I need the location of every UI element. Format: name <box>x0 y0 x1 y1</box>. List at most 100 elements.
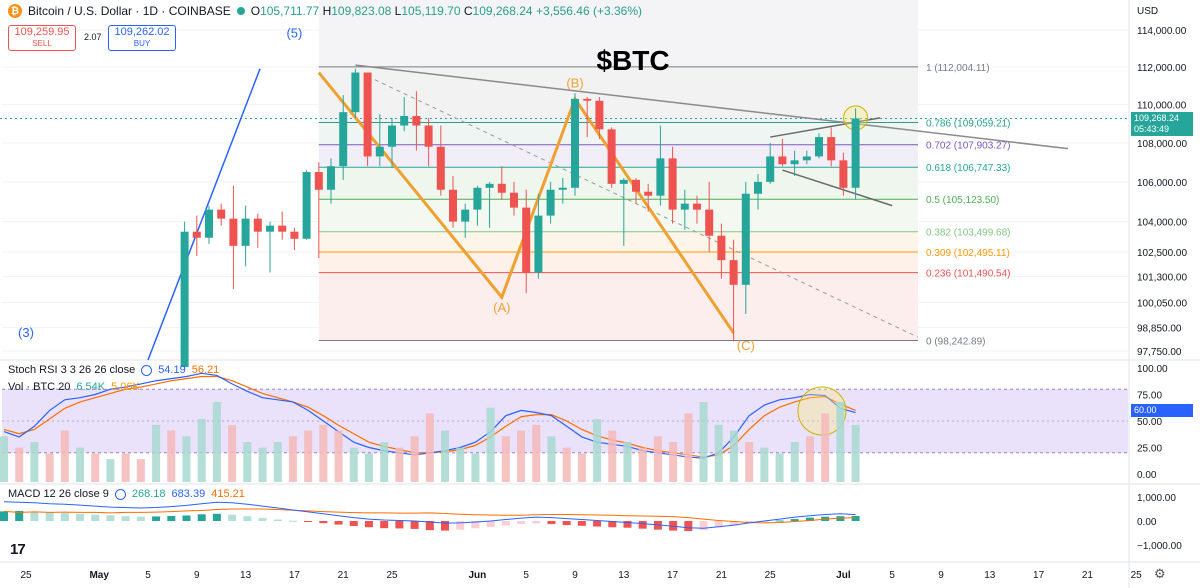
volume-bar <box>638 447 647 482</box>
chart-title: $BTC <box>596 45 669 76</box>
candle-body <box>314 172 323 190</box>
fib-level-label: 1 (112,004.11) <box>926 63 990 74</box>
volume-bar <box>319 424 328 482</box>
wedge-lower-line <box>782 169 893 207</box>
gear-icon[interactable]: ⚙ <box>1154 566 1166 581</box>
macd-tick-label: −1,000.00 <box>1137 541 1182 552</box>
fib-zone <box>318 252 918 273</box>
price-tick-label: 97,750.00 <box>1137 347 1182 358</box>
volume-bar <box>121 453 130 482</box>
wave-label: (B) <box>566 76 583 91</box>
stoch-tick-label: 25.00 <box>1137 444 1162 455</box>
time-tick-label: 21 <box>1082 570 1094 581</box>
stoch-tick-label: 0.00 <box>1137 470 1157 481</box>
candle-body <box>619 179 628 184</box>
volume-bar <box>136 459 145 482</box>
time-tick-label: 5 <box>523 570 529 581</box>
stoch-tick-label: 100.00 <box>1137 364 1168 375</box>
volume-bars <box>0 402 860 482</box>
macd-histogram-bar <box>349 521 358 527</box>
macd-histogram-bar <box>364 521 373 528</box>
dashed-trend-line <box>367 75 919 338</box>
macd-histogram-bar <box>395 521 404 529</box>
stoch-k-value: 54.19 <box>158 364 186 376</box>
buy-price: 109,262.02 <box>114 26 170 38</box>
volume-bar <box>608 430 617 482</box>
tradingview-logo-icon[interactable]: 17 <box>10 541 26 558</box>
wave-label: (5) <box>286 25 302 40</box>
price-tick-label: 108,000.00 <box>1137 139 1187 150</box>
candle-body <box>534 215 543 273</box>
volume-bar <box>167 430 176 482</box>
volume-bar <box>60 430 69 482</box>
fib-level-label: 0.5 (105,123.50) <box>926 195 999 206</box>
macd-line <box>3 501 856 529</box>
volume-bar <box>182 436 191 482</box>
macd-histogram-bar <box>380 521 389 529</box>
time-tick-label: 13 <box>618 570 630 581</box>
volume-bar <box>425 413 434 482</box>
macd-histogram-bar <box>212 513 221 521</box>
price-tick-label: 101,300.00 <box>1137 273 1187 284</box>
volume-bar <box>760 447 769 482</box>
volume-bar <box>836 402 845 482</box>
axes: 114,000.00 112,000.00 110,000.00 108,000.00… <box>20 26 1187 581</box>
time-tick-label: 21 <box>716 570 728 581</box>
volume-bar <box>851 424 860 482</box>
fib-level-label: 0.309 (102,495.11) <box>926 248 1010 259</box>
macd-legend[interactable]: MACD 12 26 close 9 268.18 683.39 415.21 <box>8 488 245 500</box>
symbol-header[interactable]: ₿ Bitcoin / U.S. Dollar · 1D · COINBASE … <box>8 4 642 18</box>
candle-body <box>327 166 335 190</box>
macd-histogram-bar <box>775 520 784 522</box>
price-tick-label: 114,000.00 <box>1137 26 1187 37</box>
volume-bar <box>76 447 85 482</box>
volume-bar <box>15 447 24 482</box>
macd-histogram-bar <box>608 521 617 528</box>
ohlc-values: O105,711.77 H109,823.08 L105,119.70 C109… <box>250 4 643 18</box>
macd-histogram-bar <box>152 516 161 521</box>
candle-body <box>388 125 396 147</box>
macd-histogram-bar <box>638 521 647 529</box>
macd-histogram-bar <box>699 521 708 531</box>
macd-histogram-bar <box>562 521 571 526</box>
candle-body <box>705 209 714 236</box>
macd-label: MACD 12 26 close 9 <box>8 488 109 500</box>
buy-button[interactable]: 109,262.02 BUY <box>108 25 176 51</box>
candle-body <box>632 179 640 192</box>
macd-visibility-icon[interactable] <box>114 488 126 500</box>
time-tick-label: 5 <box>889 570 895 581</box>
stoch-legend[interactable]: Stoch RSI 3 3 26 26 close 54.19 56.21 <box>8 364 219 376</box>
price-tick-label: 104,000.00 <box>1137 218 1187 229</box>
volume-legend[interactable]: Vol · BTC 20 6.54K 5.06K <box>8 381 140 393</box>
candle-body <box>546 189 555 216</box>
macd-histogram-bar <box>0 511 8 521</box>
time-tick-label: 25 <box>765 570 777 581</box>
stoch-visibility-icon[interactable] <box>141 364 153 376</box>
macd-histogram-bar <box>410 521 419 529</box>
candle-body <box>522 207 531 273</box>
volume-bar <box>653 436 662 482</box>
time-tick-label: 25 <box>386 570 398 581</box>
candle-body <box>729 260 738 285</box>
macd-histogram-bar <box>623 521 632 528</box>
sell-button[interactable]: 109,259.95 SELL <box>8 25 76 51</box>
currency-selector[interactable]: USD <box>1137 6 1159 17</box>
volume-bar <box>364 453 373 482</box>
candle-body <box>205 209 213 238</box>
candle-body <box>473 187 482 210</box>
candle-body <box>680 203 689 210</box>
bitcoin-logo-icon: ₿ <box>8 4 22 18</box>
time-tick-label: 21 <box>338 570 350 581</box>
macd-histogram-bar <box>273 519 282 521</box>
time-tick-label: 5 <box>145 570 151 581</box>
macd-histogram-bar <box>532 521 541 524</box>
fib-retracement: 1 (112,004.11) 0.786 (109,059.21) 0.702 (1… <box>0 0 1128 348</box>
candle-body <box>717 235 726 261</box>
candle-body <box>424 125 433 147</box>
macd-histogram-bar <box>121 516 130 521</box>
wave-label: (A) <box>493 300 510 315</box>
macd-histogram-bar <box>714 521 723 528</box>
volume-bar <box>288 436 297 482</box>
volume-bar <box>273 442 282 482</box>
